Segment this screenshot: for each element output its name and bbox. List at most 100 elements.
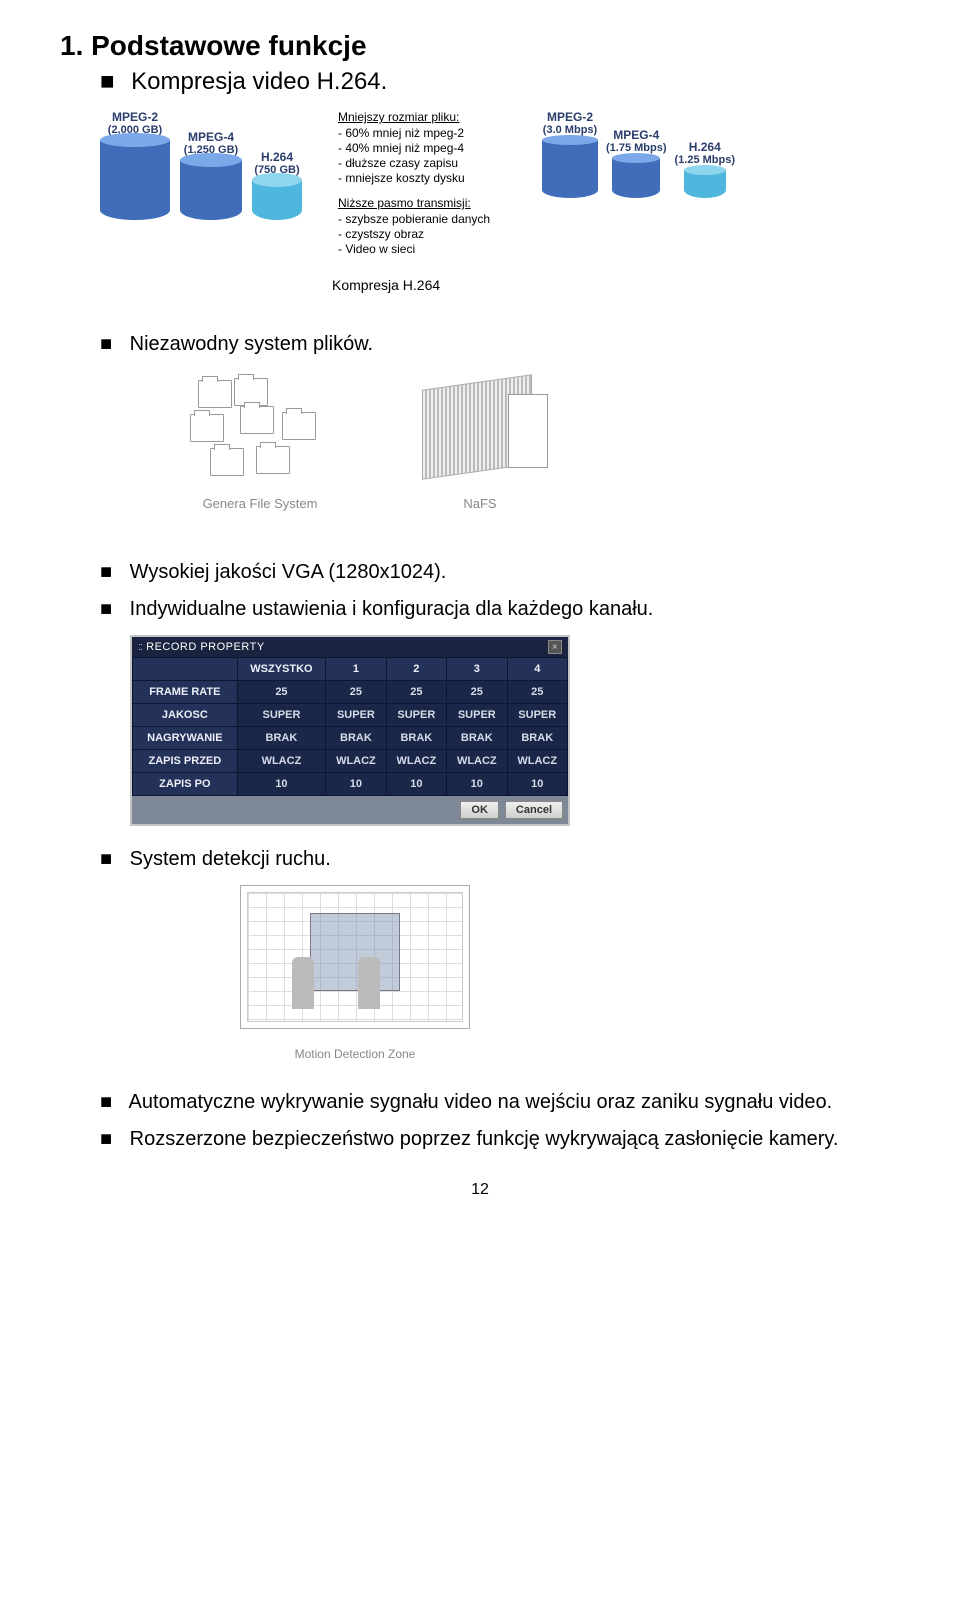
table-cell[interactable]: WLACZ [447, 750, 507, 773]
table-cell[interactable]: SUPER [237, 704, 326, 727]
codec-compression-diagram: MPEG-2 (2,000 GB) MPEG-4 (1,250 GB) H.26… [100, 110, 900, 293]
table-cell[interactable]: 25 [507, 681, 567, 704]
table-cell[interactable]: 25 [326, 681, 386, 704]
bullet-text: Niezawodny system plików. [130, 333, 373, 355]
section-heading: 1. Podstawowe funkcje [60, 30, 900, 62]
bullet-individual-config: ■ Indywidualne ustawienia i konfiguracja… [100, 598, 900, 621]
note-line: - 40% mniej niż mpeg-4 [338, 141, 506, 156]
bullet-marker: ■ [100, 68, 115, 95]
codec-label: MPEG-4 [180, 130, 242, 144]
note-line: - dłuższe czasy zapisu [338, 156, 506, 171]
record-property-titlebar: :: RECORD PROPERTY × [132, 637, 568, 657]
table-row: ZAPIS PRZEDWLACZWLACZWLACZWLACZWLACZ [133, 750, 568, 773]
table-col-header: WSZYSTKO [237, 658, 326, 681]
heading-subitem: ■ Kompresja video H.264. [100, 68, 900, 96]
person-icon [292, 957, 314, 1009]
compression-caption: Kompresja H.264 [332, 277, 512, 293]
table-cell[interactable]: BRAK [326, 727, 386, 750]
table-cell[interactable]: 10 [386, 773, 446, 796]
cancel-button[interactable]: Cancel [505, 801, 563, 819]
codec-bw-item: MPEG-4 (1.75 Mbps) [606, 128, 667, 198]
bullet-text: Rozszerzone bezpieczeństwo poprzez funkc… [130, 1128, 839, 1150]
heading-subitem-text: Kompresja video H.264. [131, 68, 387, 95]
note-line: - mniejsze koszty dysku [338, 171, 506, 186]
bullet-text: Indywidualne ustawienia i konfiguracja d… [130, 598, 654, 620]
ok-button[interactable]: OK [460, 801, 499, 819]
table-cell[interactable]: 10 [326, 773, 386, 796]
person-icon [358, 957, 380, 1009]
table-cell[interactable]: BRAK [507, 727, 567, 750]
table-cell[interactable]: 10 [447, 773, 507, 796]
table-cell[interactable]: 10 [237, 773, 326, 796]
table-col-header: 4 [507, 658, 567, 681]
motion-grid [247, 892, 463, 1022]
bullet-marker: ■ [100, 598, 112, 620]
table-cell[interactable]: BRAK [447, 727, 507, 750]
record-property-title: RECORD PROPERTY [146, 641, 265, 653]
motion-caption: Motion Detection Zone [240, 1047, 470, 1061]
fs-nafs-label: NaFS [410, 496, 550, 511]
record-property-window: :: RECORD PROPERTY × WSZYSTKO1234 FRAME … [130, 635, 570, 826]
table-row-header: ZAPIS PO [133, 773, 238, 796]
bullet-text: System detekcji ruchu. [130, 848, 331, 870]
bandwidth-notes-heading: Niższe pasmo transmisji: [338, 196, 506, 210]
bullet-marker: ■ [100, 1091, 112, 1113]
fs-general-label: Genera File System [190, 496, 330, 511]
bullet-tamper-security: ■ Rozszerzone bezpieczeństwo poprzez fun… [100, 1128, 900, 1151]
table-cell[interactable]: WLACZ [386, 750, 446, 773]
codec-label: H.264 [675, 140, 736, 154]
general-fs-icon [190, 376, 330, 486]
table-cell[interactable]: WLACZ [237, 750, 326, 773]
codec-bw-item: MPEG-2 (3.0 Mbps) [542, 110, 598, 198]
table-col-header: 1 [326, 658, 386, 681]
motion-selection-zone [310, 913, 400, 991]
filesize-notes: Mniejszy rozmiar pliku: - 60% mniej niż … [332, 110, 512, 186]
table-row-header: JAKOSC [133, 704, 238, 727]
table-cell[interactable]: SUPER [507, 704, 567, 727]
table-row-header: FRAME RATE [133, 681, 238, 704]
note-line: - 60% mniej niż mpeg-2 [338, 126, 506, 141]
table-cell[interactable]: BRAK [386, 727, 446, 750]
bullet-vga: ■ Wysokiej jakości VGA (1280x1024). [100, 561, 900, 584]
codec-label: MPEG-4 [606, 128, 667, 142]
table-row: ZAPIS PO1010101010 [133, 773, 568, 796]
codec-label: MPEG-2 [100, 110, 170, 124]
codec-size-item: MPEG-2 (2,000 GB) [100, 110, 170, 220]
table-col-header: 2 [386, 658, 446, 681]
codec-label: H.264 [252, 150, 302, 164]
table-cell[interactable]: BRAK [237, 727, 326, 750]
codec-size-item: H.264 (750 GB) [252, 150, 302, 220]
table-col-header: 3 [447, 658, 507, 681]
filesystem-diagram: Genera File System NaFS [190, 376, 900, 511]
table-cell[interactable]: WLACZ [326, 750, 386, 773]
table-cell[interactable]: 10 [507, 773, 567, 796]
bullet-marker: ■ [100, 333, 112, 355]
codec-filesize-cylinders: MPEG-2 (2,000 GB) MPEG-4 (1,250 GB) H.26… [100, 110, 302, 220]
bullet-marker: ■ [100, 561, 112, 583]
bullet-marker: ■ [100, 1128, 112, 1150]
table-cell[interactable]: 25 [237, 681, 326, 704]
fs-nafs-col: NaFS [410, 376, 550, 511]
table-cell[interactable]: WLACZ [507, 750, 567, 773]
table-cell[interactable]: SUPER [386, 704, 446, 727]
note-line: - szybsze pobieranie danych [338, 212, 506, 227]
table-cell[interactable]: 25 [447, 681, 507, 704]
table-row: FRAME RATE2525252525 [133, 681, 568, 704]
table-cell[interactable]: SUPER [326, 704, 386, 727]
nafs-icon [410, 376, 550, 486]
dots-icon: :: [138, 641, 142, 653]
filesize-notes-heading: Mniejszy rozmiar pliku: [338, 110, 506, 124]
bullet-motion-detection: ■ System detekcji ruchu. [100, 848, 900, 871]
bullet-text: Automatyczne wykrywanie sygnału video na… [129, 1091, 833, 1113]
bandwidth-notes: Niższe pasmo transmisji: - szybsze pobie… [332, 196, 512, 257]
table-row-header: ZAPIS PRZED [133, 750, 238, 773]
codec-bw-item: H.264 (1.25 Mbps) [675, 140, 736, 198]
bullet-marker: ■ [100, 848, 112, 870]
codec-label: MPEG-2 [542, 110, 598, 124]
table-cell[interactable]: SUPER [447, 704, 507, 727]
motion-detection-figure: Motion Detection Zone [240, 885, 470, 1061]
page-number: 12 [60, 1181, 900, 1199]
close-icon[interactable]: × [548, 640, 562, 654]
table-cell[interactable]: 25 [386, 681, 446, 704]
table-row: JAKOSCSUPERSUPERSUPERSUPERSUPER [133, 704, 568, 727]
